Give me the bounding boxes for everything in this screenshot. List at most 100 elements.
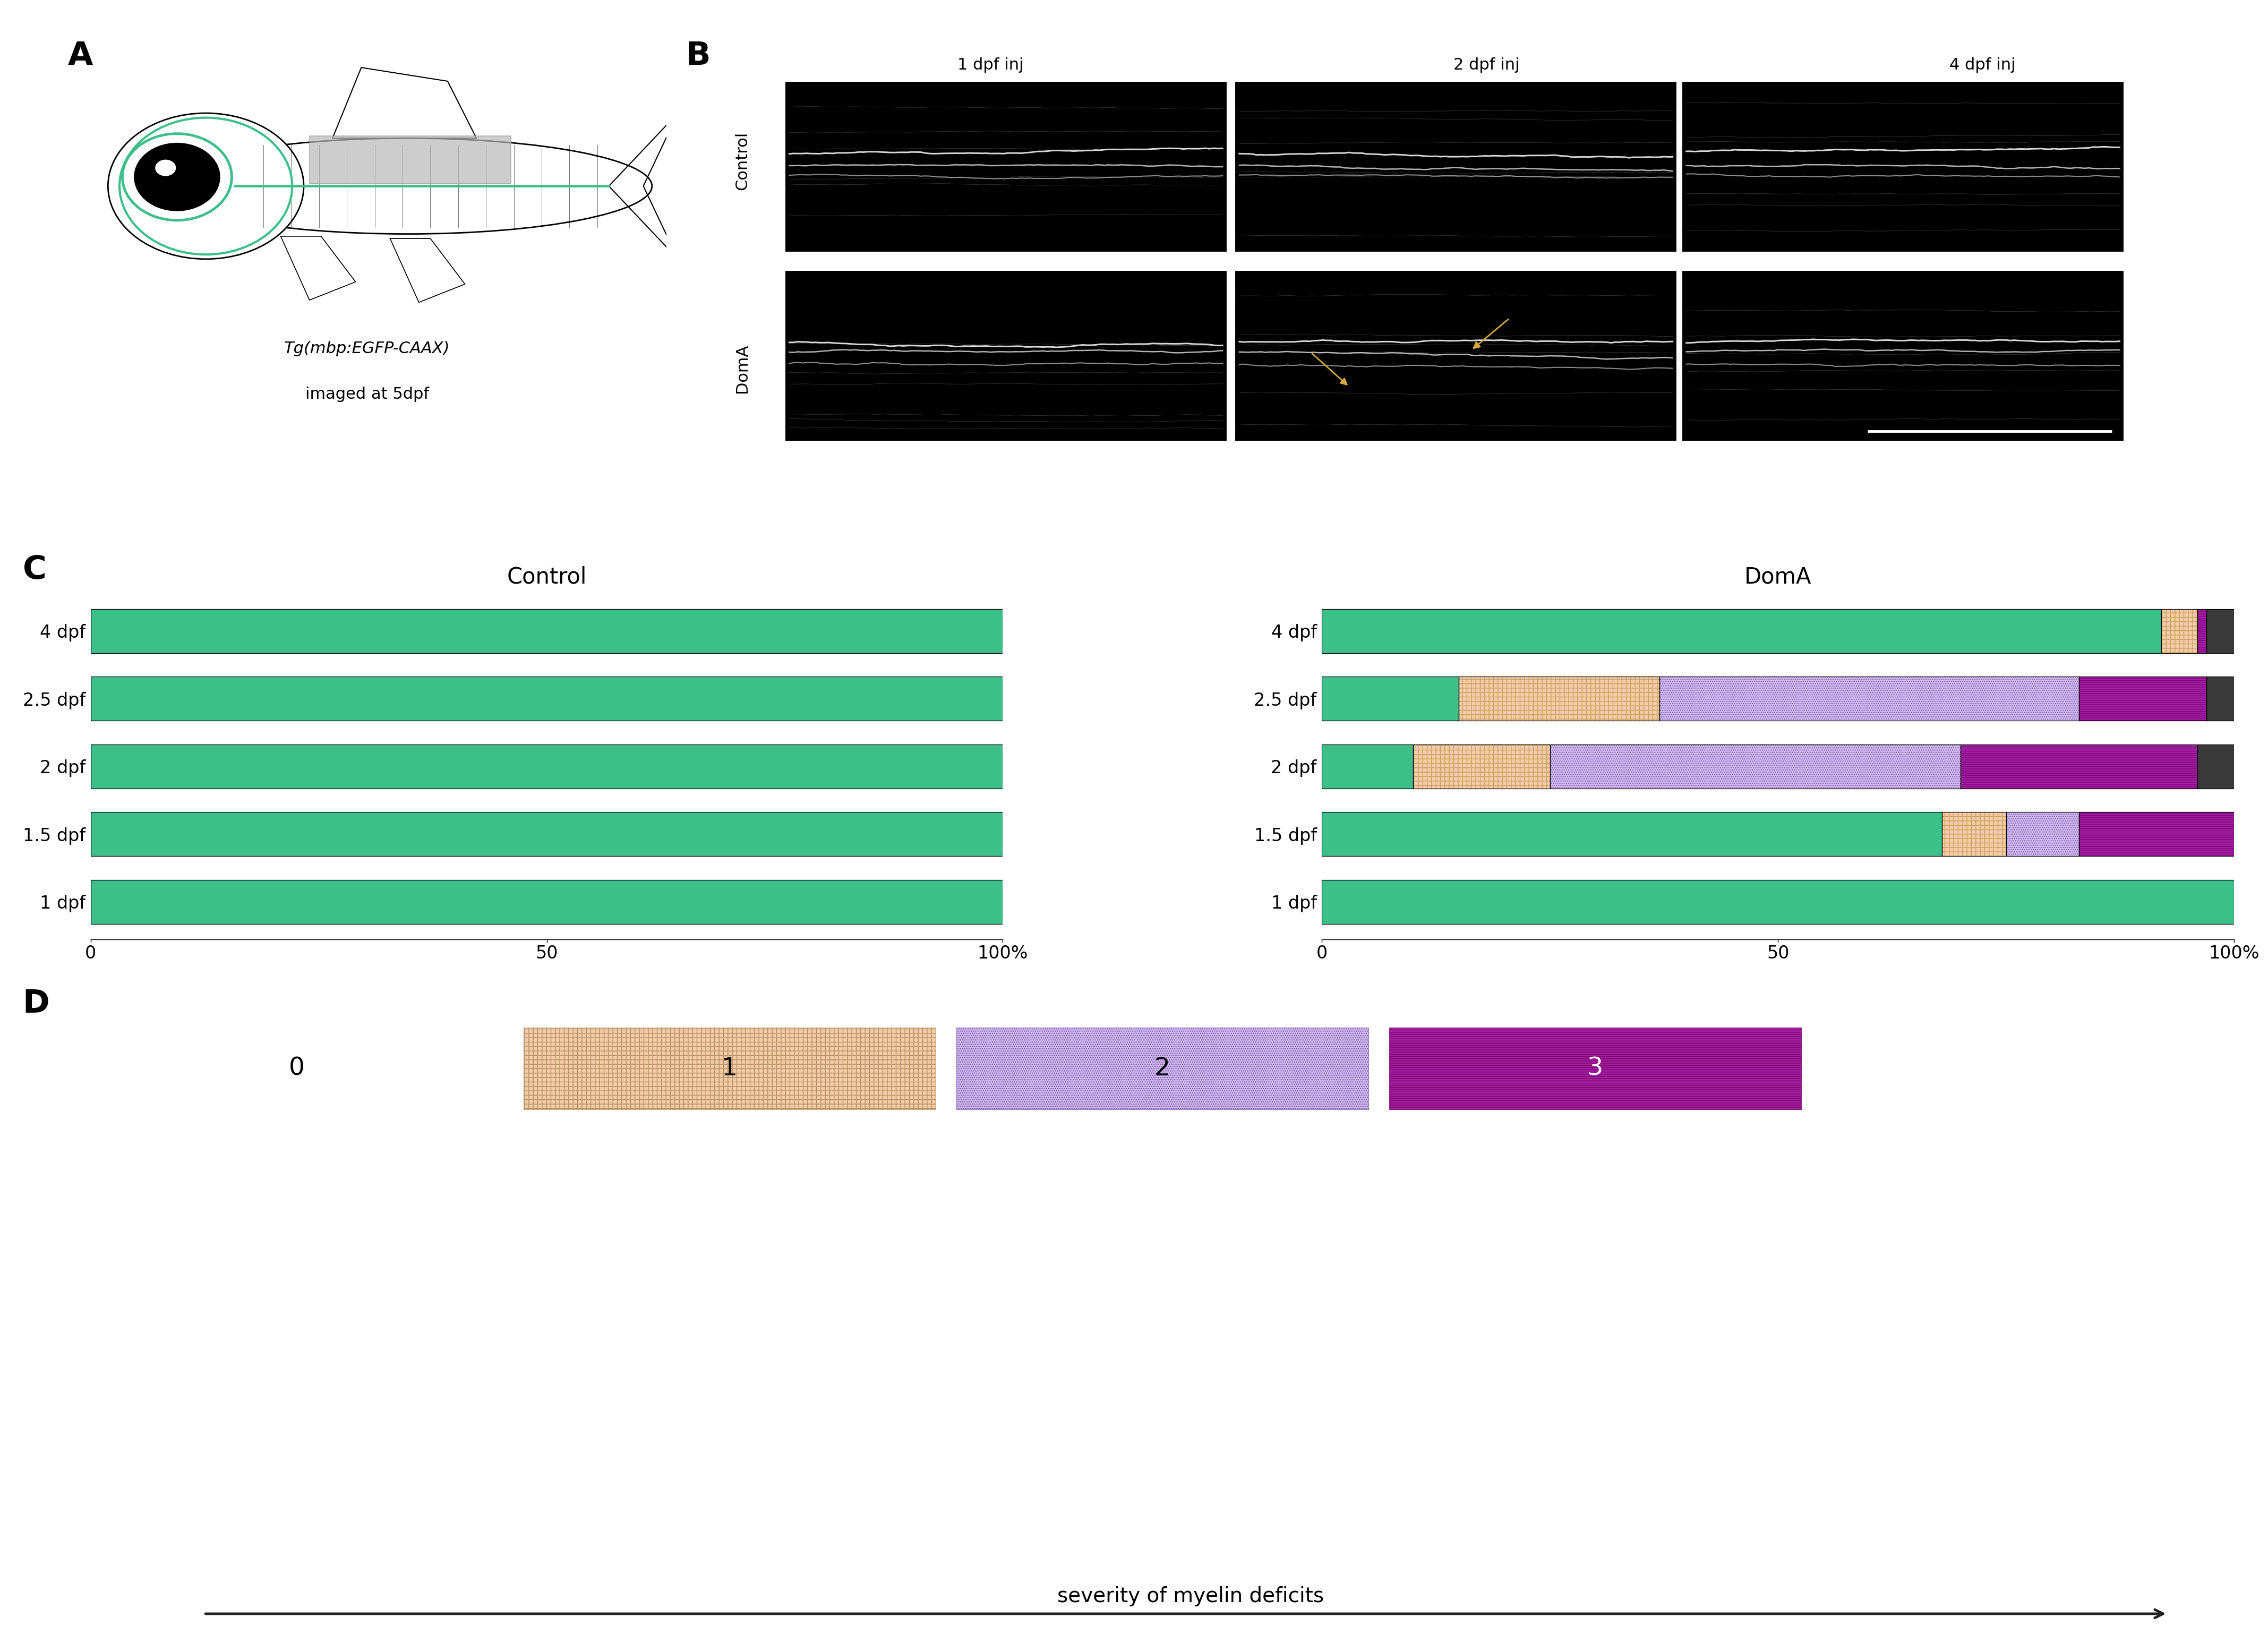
- Point: [1622, 1351, 1658, 1377]
- Point: [340, 1378, 376, 1405]
- Point: [1563, 1352, 1599, 1378]
- Bar: [1322, 744, 1413, 789]
- Text: C: C: [23, 554, 45, 585]
- Bar: [1322, 744, 1413, 789]
- Point: [1542, 1352, 1579, 1378]
- Point: [2091, 1275, 2127, 1301]
- Point: [1200, 1309, 1236, 1336]
- Text: Tg(mbp:EGFP-CAAX): Tg(mbp:EGFP-CAAX): [284, 342, 449, 357]
- Point: [107, 1277, 143, 1303]
- Point: [885, 1260, 921, 1286]
- Point: [714, 1332, 751, 1359]
- Text: B: B: [685, 39, 710, 72]
- Point: [1304, 1355, 1340, 1382]
- Point: [1565, 1282, 1601, 1308]
- Point: [1091, 1370, 1127, 1397]
- Point: [1674, 1331, 1710, 1357]
- Point: [211, 1395, 247, 1421]
- Point: [776, 1301, 812, 1328]
- Point: [1148, 1244, 1184, 1270]
- Point: [435, 1385, 472, 1411]
- Point: [735, 1237, 771, 1263]
- Point: [1901, 1236, 1937, 1262]
- Bar: [2161, 610, 2198, 652]
- Point: [1658, 1324, 1694, 1351]
- Point: [1070, 1342, 1107, 1369]
- Bar: [2080, 677, 2207, 721]
- Bar: [1322, 812, 1941, 856]
- Point: [1281, 1403, 1318, 1429]
- Point: [361, 1296, 397, 1323]
- Point: [971, 1392, 1007, 1418]
- Circle shape: [134, 143, 220, 212]
- Bar: [1941, 812, 2005, 856]
- Point: [1336, 1245, 1372, 1272]
- Text: DomA: DomA: [735, 343, 751, 393]
- Point: [1767, 1308, 1803, 1334]
- Point: [1143, 1283, 1179, 1309]
- Point: [1080, 1308, 1116, 1334]
- Point: [374, 1336, 411, 1362]
- Text: severity of myelin deficits: severity of myelin deficits: [1057, 1585, 1325, 1607]
- Point: [1622, 1311, 1658, 1337]
- Point: [469, 1393, 506, 1420]
- Bar: [91, 744, 1002, 789]
- Point: [1018, 1295, 1055, 1321]
- Bar: [1413, 744, 1549, 789]
- Polygon shape: [333, 67, 476, 138]
- Polygon shape: [390, 238, 465, 302]
- Point: [1615, 1293, 1651, 1319]
- Point: [1955, 1367, 1991, 1393]
- Point: [565, 1332, 601, 1359]
- Point: [1830, 1354, 1867, 1380]
- Point: [2170, 1342, 2207, 1369]
- Bar: [2198, 610, 2207, 652]
- Bar: [1549, 744, 1960, 789]
- Bar: [308, 136, 510, 184]
- Bar: [1322, 881, 2234, 923]
- Bar: [1458, 677, 1660, 721]
- Bar: [1234, 271, 1676, 442]
- Point: [855, 1390, 891, 1416]
- Bar: [1660, 677, 2080, 721]
- Point: [363, 1252, 399, 1278]
- Point: [1647, 1364, 1683, 1390]
- Text: 1: 1: [721, 1056, 737, 1081]
- Title: Control: Control: [506, 565, 587, 588]
- Point: [624, 1316, 660, 1342]
- Point: [116, 1244, 152, 1270]
- Point: [156, 1324, 193, 1351]
- Point: [658, 1259, 694, 1285]
- Point: [837, 1275, 873, 1301]
- Point: [1744, 1244, 1780, 1270]
- Point: [1188, 1367, 1225, 1393]
- Bar: [1322, 677, 1458, 721]
- Point: [751, 1247, 787, 1273]
- Point: [1935, 1355, 1971, 1382]
- Point: [814, 1369, 850, 1395]
- Bar: [2198, 610, 2207, 652]
- Point: [84, 1405, 120, 1431]
- Point: [2161, 1321, 2198, 1347]
- Point: [2107, 1245, 2143, 1272]
- Bar: [91, 677, 1002, 721]
- Bar: [2080, 812, 2234, 856]
- Bar: [1413, 744, 1549, 789]
- Text: 3: 3: [1588, 1056, 1603, 1081]
- Point: [1329, 1285, 1365, 1311]
- Bar: [91, 610, 1002, 652]
- Point: [2161, 1245, 2198, 1272]
- Point: [644, 1400, 680, 1426]
- Point: [1472, 1403, 1508, 1429]
- Bar: [91, 881, 1002, 923]
- Bar: [1683, 271, 2125, 442]
- Polygon shape: [281, 237, 356, 301]
- Point: [798, 1397, 835, 1423]
- Point: [1531, 1275, 1567, 1301]
- Point: [658, 1272, 694, 1298]
- Bar: [2080, 677, 2207, 721]
- Point: [640, 1364, 676, 1390]
- Point: [1921, 1336, 1957, 1362]
- Point: [710, 1364, 746, 1390]
- Point: [440, 1380, 476, 1406]
